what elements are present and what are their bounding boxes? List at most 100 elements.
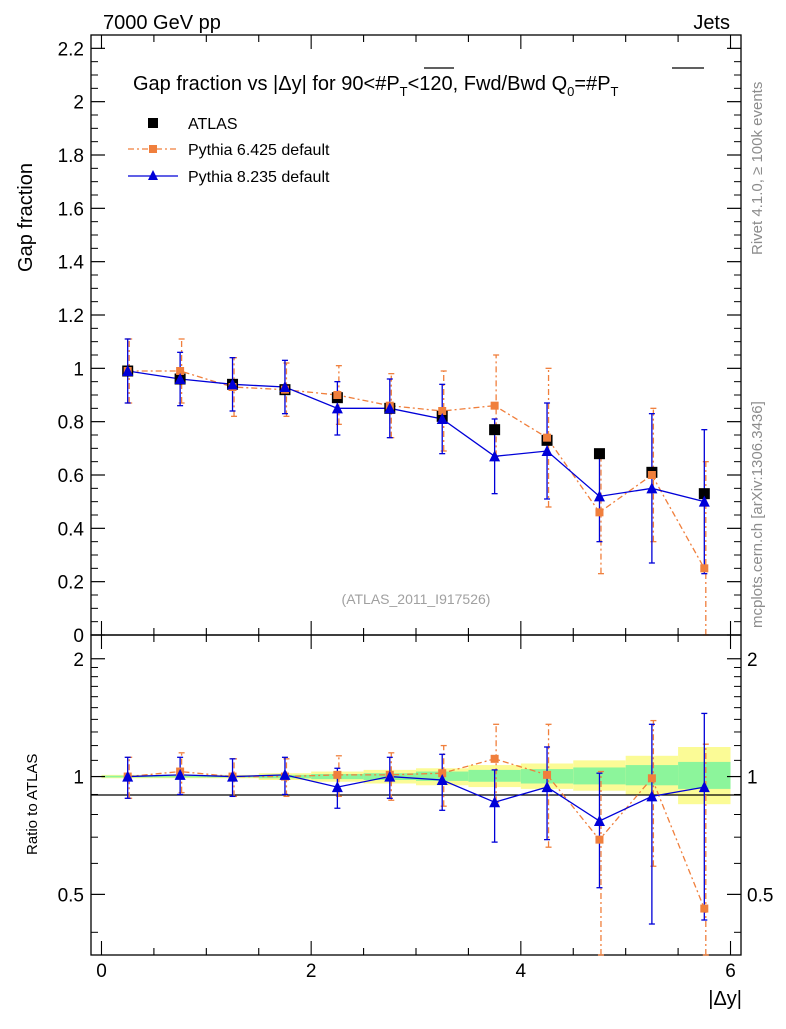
ratio-pythia8-point xyxy=(436,773,448,785)
ratio-pythia8-point xyxy=(174,768,186,780)
ratio-pythia8-point xyxy=(698,781,710,793)
ratio-pythia8-point xyxy=(227,770,239,782)
legend-pythia8-marker xyxy=(148,170,158,180)
pythia6-line xyxy=(127,370,705,569)
top-panel-ticks xyxy=(91,35,741,636)
bottom-panel-xtick-labels: 0 2 4 6 xyxy=(96,961,736,982)
top-ytick-label: 1.4 xyxy=(58,253,85,274)
pythia6-point xyxy=(176,367,185,375)
ratio-pythia6-point xyxy=(647,774,656,783)
pythia6-point xyxy=(490,401,499,410)
xtick-label: 0 xyxy=(96,961,107,982)
pythia6-point xyxy=(647,471,656,479)
bottom-ytick-label-left: 2 xyxy=(73,650,84,671)
pythia6-point xyxy=(333,391,342,399)
pythia8-point xyxy=(489,450,501,462)
title-t2: T xyxy=(611,84,619,99)
legend: ATLAS Pythia 6.425 default Pythia 8.235 … xyxy=(128,116,330,186)
bottom-ylabel: Ratio to ATLAS xyxy=(24,754,41,855)
title-p1: P xyxy=(386,73,399,95)
top-ytick-label: 0.8 xyxy=(58,413,84,434)
bottom-ytick-label-right: 2 xyxy=(747,650,758,671)
top-ytick-label: 0.6 xyxy=(58,466,84,487)
legend-atlas-label: ATLAS xyxy=(188,116,238,133)
ratio-pythia8-point xyxy=(279,768,291,780)
title-q0: 0 xyxy=(567,84,574,99)
pythia6-point xyxy=(700,564,709,573)
top-ytick-label: 1.8 xyxy=(58,146,84,167)
title-p2: P xyxy=(597,73,610,95)
xtick-label: 2 xyxy=(306,961,317,982)
bottom-ytick-label-right: 1 xyxy=(747,768,758,789)
top-ytick-label: 1.2 xyxy=(58,306,84,327)
ratio-pythia6-point xyxy=(595,835,604,844)
pythia8-point xyxy=(541,445,553,456)
ratio-pythia6-point xyxy=(543,770,552,779)
top-ytick-label: 1.6 xyxy=(58,199,84,220)
pythia8-point xyxy=(122,365,134,376)
top-ytick-label: 0.4 xyxy=(58,519,85,540)
xaxis-label: |Δy| xyxy=(708,988,742,1010)
title-t1: T xyxy=(400,84,408,99)
pythia8-point xyxy=(227,378,239,390)
bottom-panel-ticks xyxy=(91,635,741,955)
xtick-label: 4 xyxy=(516,961,527,982)
top-title: Gap fraction vs |Δy| for 90<#PT<120, Fwd… xyxy=(133,73,619,99)
xtick-label: 6 xyxy=(725,961,736,982)
top-ytick-label: 1 xyxy=(73,359,84,380)
legend-atlas-marker xyxy=(148,118,158,128)
ratio-pythia8-point xyxy=(489,796,501,808)
top-ylabel: Gap fraction xyxy=(15,163,37,272)
ratio-pythia8-point xyxy=(541,781,553,793)
pythia8-point xyxy=(384,402,396,414)
pythia8-point xyxy=(646,482,658,494)
pythia8-point xyxy=(698,495,710,507)
pythia8-point xyxy=(436,413,448,424)
ratio-pythia8-point xyxy=(331,781,343,793)
pythia6-point xyxy=(438,407,447,415)
ratio-pythia6-line xyxy=(127,758,705,909)
header-left: 7000 GeV pp xyxy=(103,12,221,34)
pythia8-point xyxy=(279,381,291,392)
title-eq: =# xyxy=(574,73,598,95)
side-label-rivet: Rivet 4.1.0, ≥ 100k events xyxy=(749,82,766,255)
ratio-pythia8-point xyxy=(122,770,134,782)
ratio-pythia8-point xyxy=(593,814,605,826)
top-panel-series xyxy=(122,338,710,636)
top-panel-ytick-labels: 0 0.2 0.4 0.6 0.8 1 1.2 1.4 1.6 1.8 2 2.2 xyxy=(58,39,85,647)
pythia8-point xyxy=(174,373,186,384)
pythia6-point xyxy=(543,433,552,442)
bottom-ytick-label-right: 0.5 xyxy=(747,885,773,906)
top-ytick-label: 0.2 xyxy=(58,573,84,594)
title-mid: <120, Fwd/Bwd Q xyxy=(408,73,568,95)
ratio-pythia6-point xyxy=(438,769,447,778)
bottom-panel-series xyxy=(122,712,710,956)
atlas-point xyxy=(489,424,501,436)
atlas-point xyxy=(698,488,710,500)
ratio-pythia6-point xyxy=(700,904,709,913)
bottom-panel-ytick-labels: 0.5 0.5 1 1 2 2 xyxy=(58,650,774,907)
bottom-ytick-label-left: 1 xyxy=(73,768,84,789)
ratio-pythia8-point xyxy=(646,790,658,802)
top-ytick-label: 2 xyxy=(73,93,84,114)
ratio-pythia8-line xyxy=(127,774,705,822)
pythia8-point xyxy=(331,402,343,414)
ratio-pythia8-point xyxy=(384,770,396,782)
legend-pythia6-label: Pythia 6.425 default xyxy=(188,142,330,159)
atlas-point xyxy=(593,448,605,460)
ratio-pythia6-point xyxy=(490,754,499,763)
top-ytick-label: 0 xyxy=(73,626,84,647)
ratio-pythia6-point xyxy=(333,770,342,779)
header-right: Jets xyxy=(693,12,730,34)
legend-pythia6-marker xyxy=(149,145,157,153)
analysis-watermark: (ATLAS_2011_I917526) xyxy=(342,591,491,607)
side-label-mcplots: mcplots.cern.ch [arXiv:1306.3436] xyxy=(749,401,766,628)
pythia8-point xyxy=(593,490,605,502)
legend-pythia8-label: Pythia 8.235 default xyxy=(188,169,330,186)
top-ytick-label: 2.2 xyxy=(58,39,84,60)
bottom-ytick-label-left: 0.5 xyxy=(58,885,84,906)
title-main: Gap fraction vs |Δy| for 90<# xyxy=(133,73,387,95)
pythia8-line xyxy=(127,370,705,503)
